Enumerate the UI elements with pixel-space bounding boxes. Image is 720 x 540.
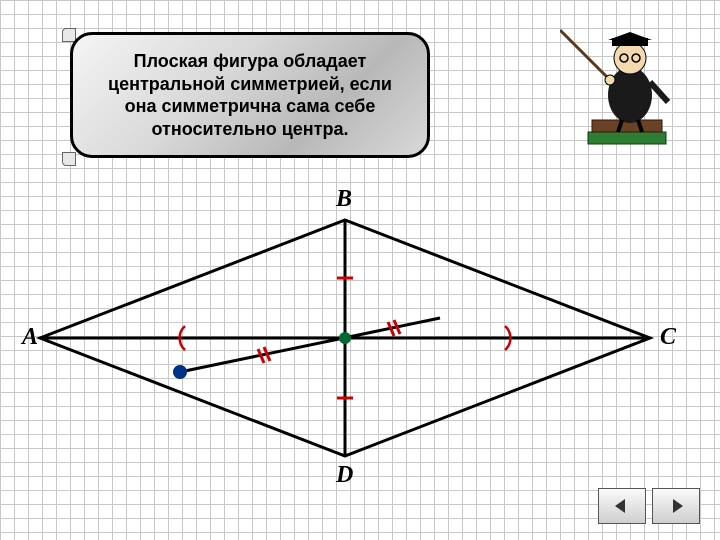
label-b: В bbox=[336, 186, 352, 213]
label-c: С bbox=[660, 324, 676, 351]
chevron-left-icon bbox=[611, 497, 633, 515]
label-d: D bbox=[336, 462, 353, 489]
chevron-right-icon bbox=[665, 497, 687, 515]
prev-button[interactable] bbox=[598, 488, 646, 524]
label-a: А bbox=[22, 324, 38, 351]
rhombus-diagram bbox=[0, 0, 720, 540]
next-button[interactable] bbox=[652, 488, 700, 524]
